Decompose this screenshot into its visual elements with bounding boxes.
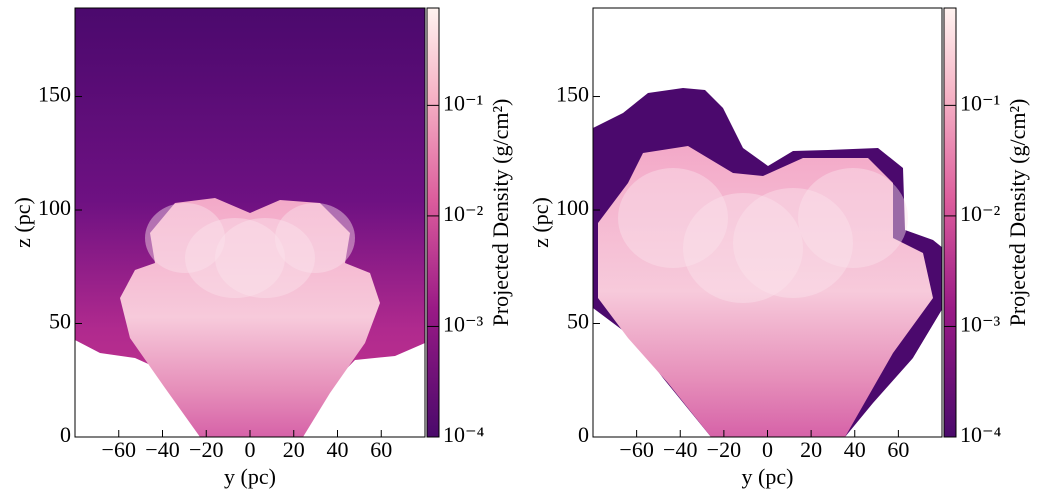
x-tick-label: −20 xyxy=(189,437,223,462)
x-axis-label: y (pc) xyxy=(742,464,794,489)
y-axis-label: z (pc) xyxy=(10,197,35,248)
colorbar-tick-label: 10⁻³ xyxy=(443,312,484,337)
colorbar-label: Projected Density (g/cm²) xyxy=(1005,99,1030,327)
y-tick-label: 150 xyxy=(556,82,589,107)
x-tick-label: −40 xyxy=(663,437,697,462)
colorbar-tick-label: 10⁻³ xyxy=(960,312,1001,337)
x-tick-label: 40 xyxy=(844,437,866,462)
x-tick-label: 60 xyxy=(370,437,392,462)
y-tick-label: 0 xyxy=(578,422,589,447)
empty-region xyxy=(75,340,200,437)
x-tick-label: −60 xyxy=(102,437,136,462)
colorbar-tick-label: 10⁻⁴ xyxy=(960,422,1002,447)
bubble xyxy=(683,193,803,303)
bubble xyxy=(215,218,315,298)
colorbar-tick-label: 10⁻⁴ xyxy=(443,422,485,447)
colorbar xyxy=(943,7,957,438)
bubble xyxy=(185,218,285,298)
bubble xyxy=(145,203,225,273)
plume xyxy=(598,146,933,437)
y-tick-label: 0 xyxy=(60,422,71,447)
x-tick-label: 60 xyxy=(887,437,909,462)
colorbar xyxy=(426,7,440,438)
density-image xyxy=(593,88,942,437)
y-tick-label: 150 xyxy=(38,82,71,107)
x-tick-label: −40 xyxy=(145,437,179,462)
y-axis-label: z (pc) xyxy=(528,197,553,248)
colorbar-tick-label: 10⁻² xyxy=(960,201,1001,226)
x-tick-label: 0 xyxy=(762,437,773,462)
y-tick-label: 100 xyxy=(556,195,589,220)
bubble xyxy=(275,203,355,273)
y-tick-label: 50 xyxy=(567,309,589,334)
image-layer xyxy=(593,88,942,437)
x-tick-label: 20 xyxy=(283,437,305,462)
density-image xyxy=(75,8,425,437)
empty-region xyxy=(303,343,425,437)
x-tick-label: −20 xyxy=(707,437,741,462)
colorbar-label: Projected Density (g/cm²) xyxy=(488,99,513,327)
colorbar-tick-label: 10⁻¹ xyxy=(960,90,1000,115)
x-tick-label: 40 xyxy=(327,437,349,462)
x-tick-label: 0 xyxy=(245,437,256,462)
y-tick-label: 50 xyxy=(49,309,71,334)
colorbar-tick-label: 10⁻² xyxy=(443,201,484,226)
bubble xyxy=(733,188,853,298)
y-tick-label: 100 xyxy=(38,195,71,220)
x-tick-label: 20 xyxy=(800,437,822,462)
x-axis-label: y (pc) xyxy=(224,464,276,489)
empty-region xyxy=(593,308,711,437)
bubble xyxy=(618,168,728,268)
plume xyxy=(120,198,380,437)
x-tick-label: −60 xyxy=(619,437,653,462)
empty-region xyxy=(845,309,942,437)
bubble xyxy=(798,168,908,268)
image-layer xyxy=(75,8,425,437)
colorbar-tick-label: 10⁻¹ xyxy=(443,90,483,115)
